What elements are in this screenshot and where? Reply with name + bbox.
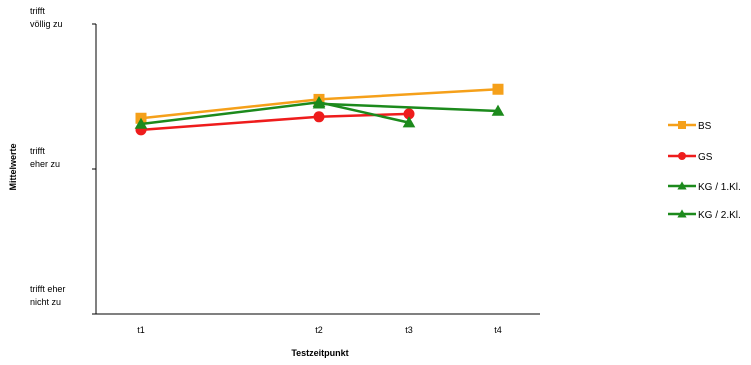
legend-swatch-marker [677,181,687,190]
legend-label: BS [698,121,712,132]
y-tick-label: trifft völlig zu [30,6,63,29]
series-3 [134,95,416,129]
y-tick-label-line: trifft eher [30,284,65,294]
legend-label: GS [698,152,713,163]
data-point [134,117,148,129]
legend-label: KG / 2.Kl. [698,210,741,221]
legend-swatch-marker [678,152,686,160]
x-tick-label: t4 [494,325,502,335]
data-point [403,108,415,120]
legend-item: KG / 1.Kl. [668,181,741,193]
series-line [318,102,499,113]
legend-item: BS [668,121,712,132]
x-tick-label: t2 [315,325,323,335]
data-point [491,104,505,116]
legend: BS GS KG / 1.Kl. KG / 2.Kl. [668,121,741,221]
data-point [492,83,504,95]
series-line [140,112,410,132]
y-tick-label: trifft eher nicht zu [30,284,65,307]
legend-swatch-marker [678,121,686,129]
x-axis-title: Testzeitpunkt [291,348,348,358]
data-point [312,97,326,109]
y-tick-labels: trifft eher nicht zu trifft eher zu trifft vö… [30,6,65,307]
series-group [134,83,505,136]
y-tick-label-line: völlig zu [30,19,63,29]
y-tick-label-line: nicht zu [30,297,61,307]
y-tick-label-line: trifft [30,146,45,156]
legend-swatch-marker [677,209,687,218]
x-tick-label: t1 [137,325,145,335]
axes [92,23,540,315]
data-point [313,111,325,123]
series-2 [135,108,415,136]
legend-item: KG / 2.Kl. [668,209,741,221]
y-tick-label-line: trifft [30,6,45,16]
y-axis-title: Mittelwerte [8,143,18,190]
x-tick-label: t3 [405,325,413,335]
data-point [402,116,416,128]
x-tick-labels: t1 t2 t3 t4 [137,325,502,335]
legend-item: GS [668,152,713,163]
legend-label: KG / 1.Kl. [698,182,741,193]
series-4 [312,97,505,116]
y-tick-label-line: eher zu [30,159,60,169]
y-tick-label: trifft eher zu [30,146,60,169]
